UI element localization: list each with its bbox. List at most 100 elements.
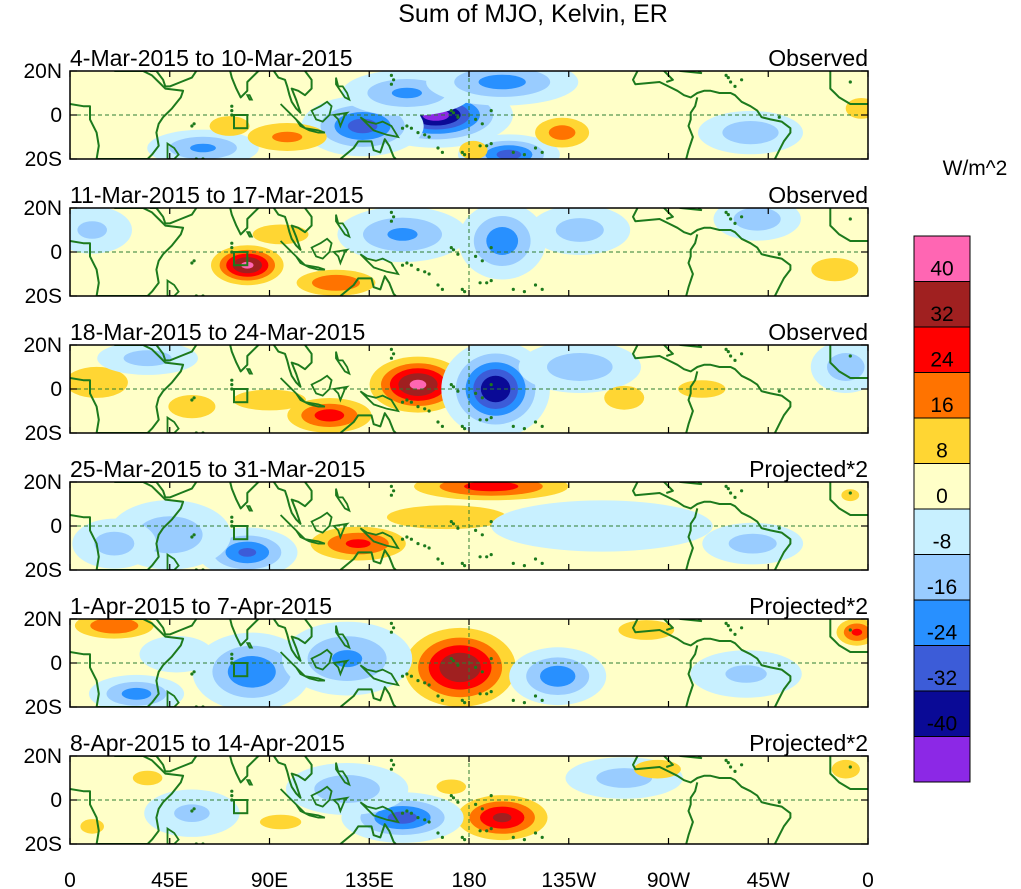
colorbar-swatch [913, 599, 971, 646]
island-dot [230, 104, 234, 108]
island [245, 94, 254, 101]
island-dot [726, 624, 730, 628]
positive-anomaly [386, 505, 507, 530]
x-tick-label: 180 [451, 869, 486, 889]
island-dot [489, 690, 493, 694]
contour-level [233, 389, 306, 411]
coastline [216, 208, 261, 236]
island-dot [400, 400, 405, 404]
contour-level [851, 628, 863, 636]
contour-level [314, 409, 345, 422]
island-dot [848, 80, 852, 84]
island [331, 111, 350, 129]
island-dot [460, 698, 464, 703]
panel: 18-Mar-2015 to 24-Mar-2015 Observed 20N 0 20… [23, 319, 869, 445]
island [304, 675, 326, 682]
island-dot [726, 350, 730, 354]
island-dot [522, 701, 527, 705]
panel-type-label: Projected*2 [749, 456, 868, 482]
island-dot [489, 246, 493, 250]
island-dot [733, 221, 737, 225]
contour-level [190, 143, 216, 153]
panel-type-label: Observed [768, 45, 868, 71]
anomaly-field [70, 345, 868, 433]
island-dot [489, 383, 493, 387]
island-dot [451, 659, 456, 663]
island [310, 237, 333, 260]
colorbar-label: 40 [930, 258, 953, 281]
contour-level [547, 353, 613, 381]
island [166, 826, 180, 844]
island-dot [230, 113, 234, 117]
positive-anomaly [70, 366, 128, 398]
region-box [233, 388, 249, 404]
island-dot [392, 215, 396, 219]
coastline [685, 782, 699, 844]
island-dot [777, 663, 781, 667]
island [310, 785, 333, 808]
contour-level [811, 258, 859, 282]
island-dot [485, 829, 489, 833]
island-dot [480, 122, 484, 126]
island-dot [392, 78, 396, 82]
island-dot [416, 268, 420, 272]
island-dot [460, 835, 464, 840]
x-tick-label: 135E [345, 869, 394, 889]
island-dot [389, 493, 393, 497]
contour-level [345, 539, 371, 548]
coastline [273, 619, 313, 662]
coastline [339, 412, 397, 433]
island-dot [230, 661, 234, 665]
coastline [149, 482, 198, 499]
region-box [233, 251, 249, 267]
panel: 25-Mar-2015 to 31-Mar-2015 Projected*2 20N… [23, 456, 869, 582]
coastline [648, 345, 674, 357]
island-dot [726, 76, 730, 80]
island [335, 762, 351, 787]
island-dot [400, 674, 405, 678]
island-dot [485, 418, 489, 422]
coastline [216, 345, 261, 373]
island-dot [729, 628, 733, 632]
island-dot [451, 248, 456, 252]
y-tick-label: 20S [25, 559, 62, 582]
anomaly-field [70, 482, 868, 570]
contour-level [618, 620, 675, 640]
colorbar-swatch [913, 645, 971, 692]
y-tick-label: 20N [23, 745, 62, 768]
island-dot [230, 794, 234, 798]
island-dot [540, 424, 544, 428]
colorbar-swatch [913, 463, 971, 510]
coastline [648, 71, 674, 83]
figure-title: Sum of MJO, Kelvin, ER [398, 0, 668, 28]
contour-level [312, 274, 360, 291]
island [359, 801, 400, 824]
island-dot [400, 263, 405, 267]
island-dot [416, 679, 420, 683]
contour-level [139, 635, 214, 673]
island-dot [423, 407, 427, 411]
coastline [685, 97, 699, 159]
island-dot [449, 520, 453, 524]
negative-anomaly [147, 129, 259, 159]
island-dot [449, 109, 453, 113]
island-dot [460, 287, 464, 291]
panel-type-label: Projected*2 [749, 593, 868, 619]
island-dot [389, 767, 393, 771]
island [331, 522, 350, 540]
coastline [685, 371, 699, 433]
island-dot [456, 800, 460, 804]
island-dot [511, 561, 515, 566]
colorbar: W/m^2 40 32 24 16 8 0 -8 -16 -24 -32 -40 [913, 157, 1007, 783]
island [245, 505, 254, 512]
y-tick-label: 0 [50, 789, 62, 812]
coastline [632, 345, 792, 433]
coastline [273, 345, 313, 388]
island-dot [724, 758, 728, 763]
island [335, 488, 351, 513]
positive-anomaly [604, 385, 645, 410]
negative-anomaly [285, 763, 409, 815]
contour-level [347, 118, 378, 134]
island-dot [449, 383, 453, 387]
negative-anomaly [698, 110, 803, 155]
